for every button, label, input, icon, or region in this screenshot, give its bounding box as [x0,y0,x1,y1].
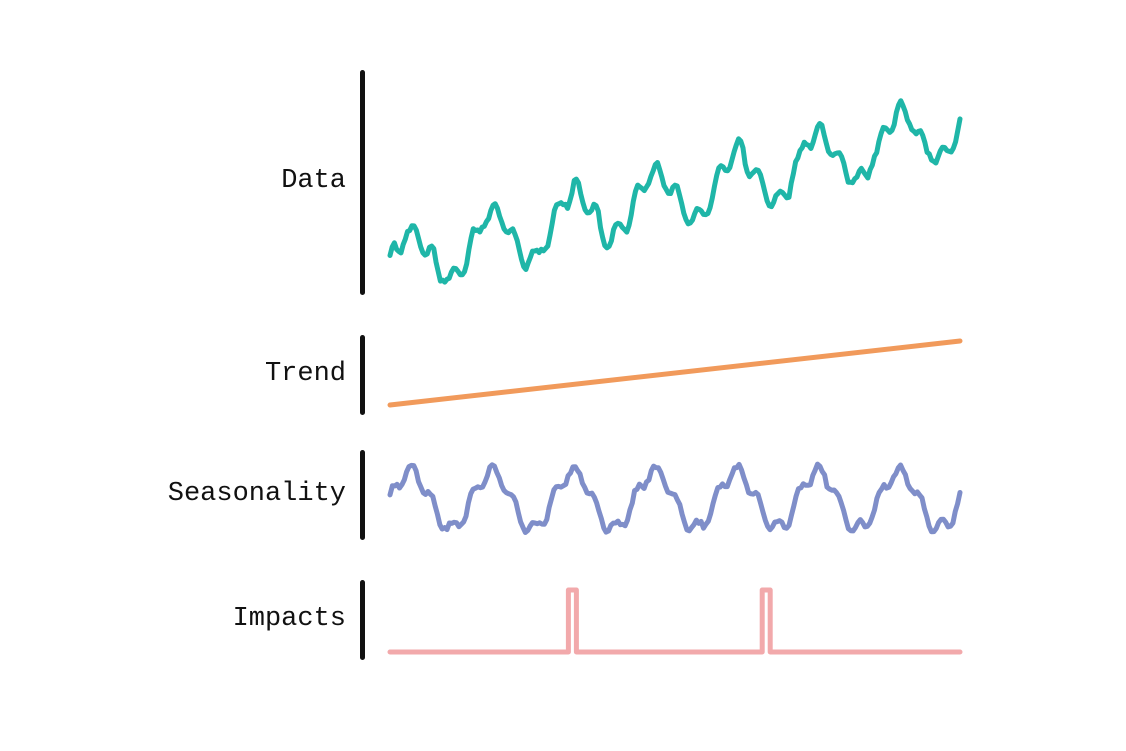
axis-seasonality [360,450,365,540]
series-seasonality [390,464,960,532]
plot-trend [390,335,970,415]
label-impacts: Impacts [233,604,346,634]
label-data: Data [281,166,346,196]
plot-data [390,70,970,295]
plot-impacts [390,580,970,660]
series-trend [390,341,960,405]
plot-seasonality [390,450,970,540]
decomposition-diagram: Data Trend Seasonality Impacts [0,0,1126,751]
label-seasonality: Seasonality [168,479,346,509]
axis-trend [360,335,365,415]
series-impacts [390,590,960,652]
axis-data [360,70,365,295]
panel-impacts: Impacts [0,580,1126,660]
panel-trend: Trend [0,335,1126,415]
series-data [390,101,960,282]
panel-data: Data [0,70,1126,295]
axis-impacts [360,580,365,660]
panel-seasonality: Seasonality [0,450,1126,540]
label-trend: Trend [265,359,346,389]
